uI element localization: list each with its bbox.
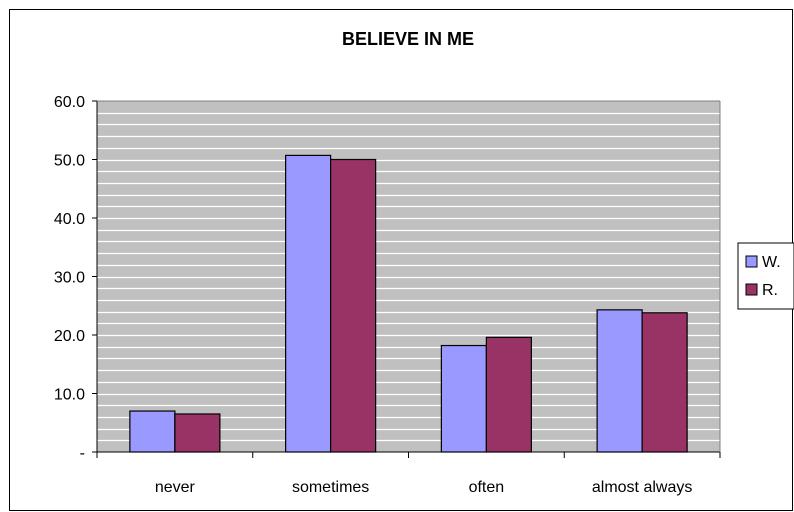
y-tick-label: 40.0 xyxy=(54,211,85,228)
plot-area xyxy=(97,101,720,452)
x-tick-label: never xyxy=(155,479,196,496)
y-tick-label: 30.0 xyxy=(54,270,85,287)
bar-r-sometimes xyxy=(330,158,377,453)
y-tick-label: 60.0 xyxy=(54,94,85,111)
y-tick-label: 10.0 xyxy=(54,387,85,404)
legend-label: W. xyxy=(762,254,781,271)
bar-w-almost-always xyxy=(596,309,643,453)
legend: W. R. xyxy=(737,242,794,310)
bar-r-almost-always xyxy=(641,312,688,453)
legend-box xyxy=(737,242,794,310)
bar-w-often xyxy=(440,344,487,453)
axes: - 10.0 20.0 30.0 40.0 50.0 60.0 never sometimes o… xyxy=(54,94,721,496)
y-tick-label: 50.0 xyxy=(54,153,85,170)
legend-label: R. xyxy=(762,282,778,299)
bar-w-sometimes xyxy=(285,154,332,453)
x-tick-label: sometimes xyxy=(292,479,369,496)
legend-swatch xyxy=(745,255,758,268)
x-tick-label: almost always xyxy=(592,479,692,496)
bar-w-never xyxy=(129,410,176,453)
bars xyxy=(129,154,688,453)
y-tick-label: - xyxy=(80,445,85,462)
bar-r-often xyxy=(485,336,532,453)
x-tick-label: often xyxy=(469,479,505,496)
y-tick-label: 20.0 xyxy=(54,328,85,345)
bar-r-never xyxy=(174,413,221,453)
legend-swatch xyxy=(745,283,758,296)
chart-title: BELIEVE IN ME xyxy=(342,29,474,49)
